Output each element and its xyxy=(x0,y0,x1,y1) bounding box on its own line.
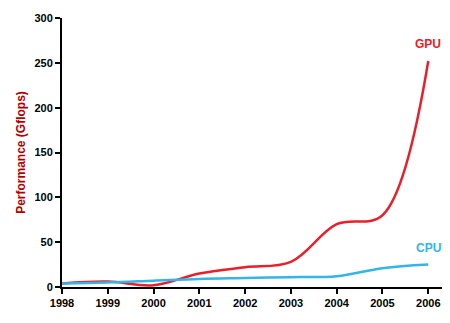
svg-text:Performance (Gflops): Performance (Gflops) xyxy=(14,91,28,214)
svg-text:250: 250 xyxy=(34,57,52,69)
svg-text:1999: 1999 xyxy=(96,297,120,309)
svg-text:2003: 2003 xyxy=(279,297,303,309)
svg-text:2000: 2000 xyxy=(141,297,165,309)
svg-text:150: 150 xyxy=(34,146,52,158)
svg-text:50: 50 xyxy=(41,236,53,248)
svg-text:2006: 2006 xyxy=(416,297,440,309)
svg-text:100: 100 xyxy=(34,191,52,203)
svg-text:GPU: GPU xyxy=(415,37,441,51)
svg-text:CPU: CPU xyxy=(416,241,441,255)
svg-text:200: 200 xyxy=(34,102,52,114)
svg-text:0: 0 xyxy=(47,281,53,293)
svg-text:1998: 1998 xyxy=(50,297,74,309)
svg-text:2002: 2002 xyxy=(233,297,257,309)
svg-text:300: 300 xyxy=(34,12,52,24)
svg-text:2005: 2005 xyxy=(370,297,394,309)
svg-text:2001: 2001 xyxy=(187,297,211,309)
svg-text:2004: 2004 xyxy=(324,297,349,309)
